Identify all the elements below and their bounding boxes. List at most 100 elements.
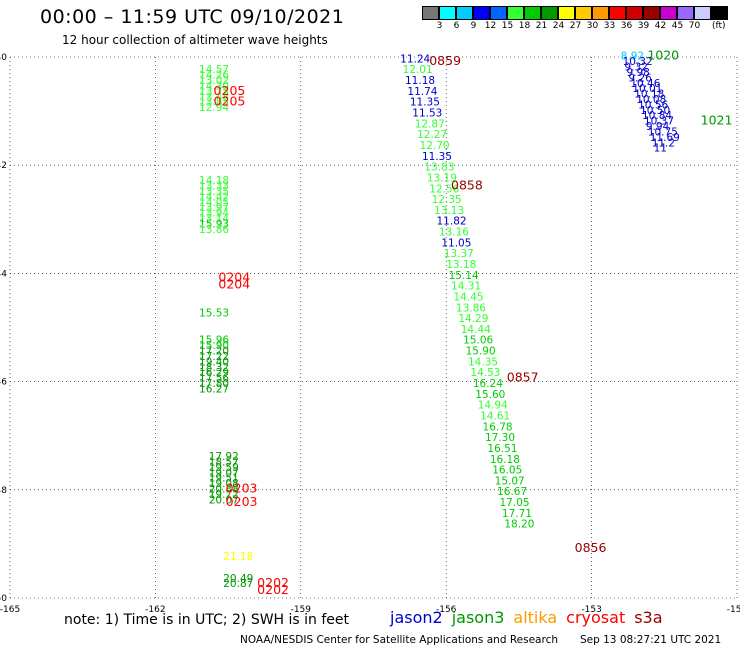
y-tick-label: -48 — [0, 486, 7, 496]
swh-value-label: 17.92 — [209, 451, 239, 463]
colorbar-swatch — [439, 6, 456, 20]
swh-value-label: 9.26 — [628, 72, 652, 84]
swh-value-label: 15.93 — [199, 218, 229, 230]
swh-value-label: 14.45 — [453, 291, 483, 303]
time-label: 0204 — [218, 277, 250, 292]
swh-value-label: 15.90 — [466, 346, 496, 358]
swh-value-label: 13.33 — [199, 181, 229, 193]
satellite-legend: jason2 jason3 altika cryosat s3a — [390, 608, 672, 627]
swh-value-label: 20.87 — [223, 578, 253, 590]
time-label: 0204 — [218, 270, 250, 285]
swh-value-label: 13.37 — [444, 248, 474, 260]
swh-value-label: 11.69 — [650, 132, 680, 144]
swh-value-label: 9.98 — [626, 67, 649, 79]
swh-value-label: 12.87 — [415, 118, 445, 130]
y-tick-label: -46 — [0, 378, 7, 388]
swh-value-label: 14.44 — [461, 324, 491, 336]
swh-value-label: 15.07 — [495, 475, 525, 487]
credit-text: NOAA/NESDIS Center for Satellite Applica… — [240, 634, 558, 646]
colorbar-label: 3 — [436, 21, 443, 31]
colorbar-swatch — [592, 6, 609, 20]
swh-value-label: 9.32 — [625, 62, 648, 74]
chart-title: 00:00 – 11:59 UTC 09/10/2021 — [40, 6, 345, 28]
x-tick-label: -159 — [291, 605, 312, 615]
swh-value-label: 19.07 — [209, 467, 239, 479]
time-label: 0856 — [575, 540, 607, 555]
x-tick-label: -162 — [145, 605, 165, 615]
swh-value-label: 11.2 — [652, 137, 675, 149]
timestamp-text: Sep 13 08:27:21 UTC 2021 — [580, 634, 722, 646]
time-label: 1020 — [647, 48, 679, 63]
colorbar-swatch — [694, 6, 711, 20]
swh-value-label: 15.53 — [199, 308, 229, 320]
colorbar-swatch — [507, 6, 524, 20]
swh-value-label: 13.18 — [446, 259, 476, 271]
swh-value-label: 11.35 — [410, 97, 440, 109]
swh-value-label: 16.05 — [492, 465, 522, 477]
swh-value-label: 10.18 — [634, 89, 664, 101]
swh-value-label: 18.32 — [199, 362, 229, 374]
swh-value-label: 16.18 — [490, 454, 520, 466]
swh-value-label: 13.86 — [199, 224, 229, 236]
colorbar-swatch — [609, 6, 626, 20]
colorbar-swatch — [558, 6, 575, 20]
swh-value-label: 17.80 — [199, 378, 229, 390]
swh-value-label: 11 — [654, 143, 667, 155]
colorbar-label: 9 — [470, 21, 477, 31]
colorbar-label: 30 — [586, 21, 599, 31]
swh-value-label: 10.46 — [630, 78, 660, 90]
chart-axes: -165 -162 -159 -156 -153 -150 -40 -42 -44 -46 -48 -… — [0, 53, 740, 615]
swh-value-label: 17.20 — [199, 346, 229, 358]
colorbar-swatch — [541, 6, 558, 20]
swh-value-label: 15.90 — [199, 340, 229, 352]
swh-value-label: 10.32 — [623, 56, 653, 68]
chart-marks: 14.5714.2613.0214.3013.7513.4813.8512.94… — [199, 48, 732, 598]
time-label: 0202 — [257, 575, 289, 590]
legend-altika: altika — [513, 608, 558, 627]
swh-value-label: 14.35 — [468, 356, 498, 368]
swh-value-label: 20.38 — [209, 484, 239, 496]
swh-value-label: 16.67 — [497, 486, 527, 498]
swh-value-label: 10.84 — [642, 110, 672, 122]
colorbar-label: 6 — [453, 21, 460, 31]
note-text: note: 1) Time is in UTC; 2) SWH is in fe… — [64, 612, 350, 628]
swh-value-label: 13.13 — [434, 205, 464, 217]
x-tick-label: -156 — [436, 605, 457, 615]
swh-value-label: 13.97 — [199, 202, 229, 214]
swh-value-label: 11.82 — [437, 216, 467, 228]
swh-value-label: 10.50 — [640, 105, 670, 117]
colorbar-label: 15 — [501, 21, 514, 31]
swh-value-label: 16.24 — [473, 378, 503, 390]
colorbar-swatch — [456, 6, 473, 20]
swh-value-label: 17.56 — [199, 373, 229, 385]
swh-value-label: 19.59 — [209, 462, 239, 474]
swh-value-label: 11.05 — [441, 237, 471, 249]
colorbar-unit: (ft) — [712, 21, 726, 31]
chart-subtitle: 12 hour collection of altimeter wave hei… — [62, 33, 328, 47]
swh-value-label: 13.14 — [199, 213, 229, 225]
swh-value-label: 17.05 — [500, 497, 530, 509]
legend-s3a: s3a — [634, 608, 663, 627]
time-label: 0203 — [226, 481, 258, 496]
swh-value-label: 15.14 — [449, 270, 479, 282]
colorbar-label: 24 — [552, 21, 565, 31]
y-tick-label: -40 — [0, 53, 7, 63]
swh-value-label: 14.57 — [199, 64, 229, 76]
swh-value-label: 13.48 — [199, 91, 229, 103]
swh-value-label: 13.19 — [427, 172, 457, 184]
swh-value-label: 16.51 — [487, 443, 517, 455]
swh-value-label: 11.24 — [400, 53, 430, 65]
colorbar-swatch — [575, 6, 592, 20]
y-tick-label: -44 — [0, 269, 7, 279]
time-label: 0202 — [257, 582, 289, 597]
swh-value-label: 12.01 — [403, 64, 433, 76]
colorbar-swatch — [643, 6, 660, 20]
time-label: 0205 — [214, 83, 246, 98]
colorbar-label: 70 — [688, 21, 701, 31]
swh-value-label: 11.18 — [405, 75, 435, 87]
swh-value-label: 13.83 — [424, 162, 454, 174]
swh-value-label: 11.35 — [422, 151, 452, 163]
colorbar-swatch — [660, 6, 677, 20]
swh-value-label: 12.56 — [429, 183, 459, 195]
